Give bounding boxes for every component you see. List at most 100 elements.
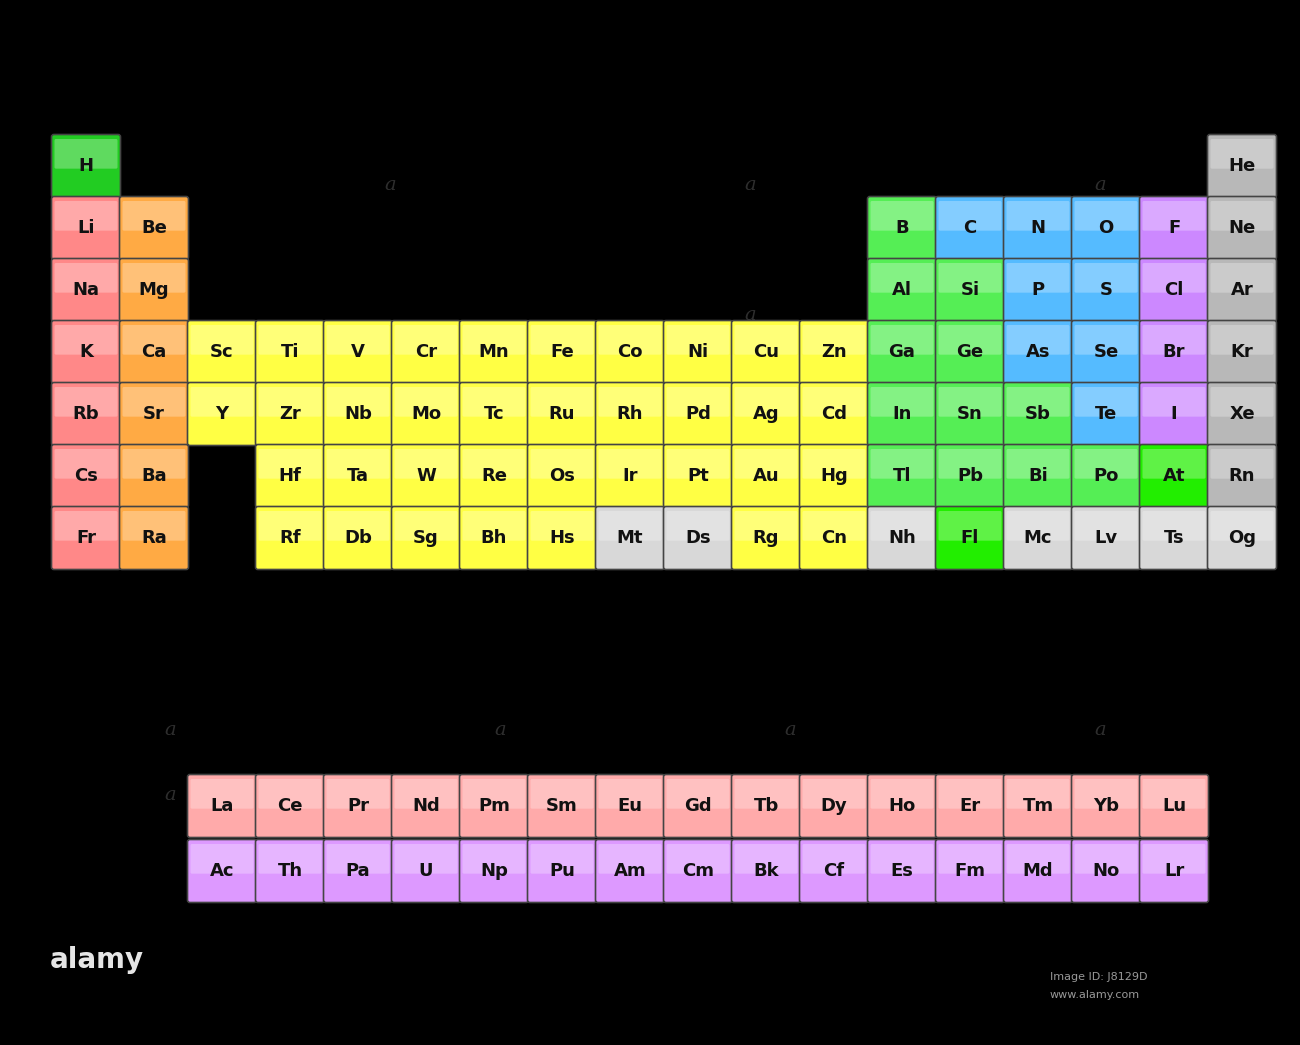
- FancyBboxPatch shape: [802, 511, 866, 540]
- FancyBboxPatch shape: [1004, 196, 1072, 259]
- FancyBboxPatch shape: [1071, 774, 1140, 837]
- FancyBboxPatch shape: [259, 387, 321, 417]
- Text: Cu: Cu: [753, 343, 779, 361]
- FancyBboxPatch shape: [871, 201, 933, 231]
- FancyBboxPatch shape: [55, 139, 117, 168]
- FancyBboxPatch shape: [1140, 258, 1209, 322]
- FancyBboxPatch shape: [598, 325, 662, 354]
- FancyBboxPatch shape: [530, 844, 594, 874]
- FancyBboxPatch shape: [867, 444, 936, 508]
- FancyBboxPatch shape: [459, 839, 529, 903]
- FancyBboxPatch shape: [463, 325, 525, 354]
- Text: Tc: Tc: [484, 405, 504, 423]
- FancyBboxPatch shape: [391, 321, 460, 384]
- FancyBboxPatch shape: [326, 387, 390, 417]
- Text: Pm: Pm: [478, 797, 510, 815]
- FancyBboxPatch shape: [732, 444, 801, 508]
- FancyBboxPatch shape: [1006, 201, 1070, 231]
- FancyBboxPatch shape: [1143, 325, 1205, 354]
- FancyBboxPatch shape: [1143, 449, 1205, 479]
- Text: Hf: Hf: [278, 467, 302, 485]
- FancyBboxPatch shape: [1075, 511, 1138, 540]
- Text: Sb: Sb: [1026, 405, 1050, 423]
- Text: Pd: Pd: [685, 405, 711, 423]
- FancyBboxPatch shape: [802, 449, 866, 479]
- FancyBboxPatch shape: [463, 387, 525, 417]
- FancyBboxPatch shape: [1071, 196, 1140, 259]
- FancyBboxPatch shape: [939, 263, 1001, 293]
- FancyBboxPatch shape: [939, 511, 1001, 540]
- FancyBboxPatch shape: [459, 774, 529, 837]
- FancyBboxPatch shape: [1075, 325, 1138, 354]
- FancyBboxPatch shape: [459, 321, 529, 384]
- FancyBboxPatch shape: [1210, 325, 1274, 354]
- FancyBboxPatch shape: [55, 325, 117, 354]
- Text: Xe: Xe: [1230, 405, 1254, 423]
- FancyBboxPatch shape: [802, 844, 866, 874]
- FancyBboxPatch shape: [939, 201, 1001, 231]
- Text: Nd: Nd: [412, 797, 439, 815]
- FancyBboxPatch shape: [256, 839, 325, 903]
- FancyBboxPatch shape: [324, 321, 393, 384]
- FancyBboxPatch shape: [1140, 382, 1209, 445]
- FancyBboxPatch shape: [1071, 839, 1140, 903]
- Text: Cl: Cl: [1165, 281, 1184, 299]
- FancyBboxPatch shape: [936, 196, 1005, 259]
- FancyBboxPatch shape: [528, 444, 597, 508]
- FancyBboxPatch shape: [326, 844, 390, 874]
- FancyBboxPatch shape: [734, 779, 797, 809]
- Text: Kr: Kr: [1231, 343, 1253, 361]
- FancyBboxPatch shape: [459, 382, 529, 445]
- Text: Ge: Ge: [957, 343, 984, 361]
- Text: Au: Au: [753, 467, 779, 485]
- FancyBboxPatch shape: [1140, 839, 1209, 903]
- FancyBboxPatch shape: [1143, 387, 1205, 417]
- FancyBboxPatch shape: [1143, 844, 1205, 874]
- Text: a: a: [55, 516, 66, 534]
- Text: Tb: Tb: [754, 797, 779, 815]
- Text: Bk: Bk: [753, 862, 779, 880]
- Text: Rb: Rb: [73, 405, 99, 423]
- Text: Ho: Ho: [888, 797, 915, 815]
- FancyBboxPatch shape: [1208, 196, 1277, 259]
- FancyBboxPatch shape: [1075, 449, 1138, 479]
- FancyBboxPatch shape: [939, 779, 1001, 809]
- Text: Zn: Zn: [822, 343, 846, 361]
- FancyBboxPatch shape: [734, 844, 797, 874]
- Text: Hg: Hg: [820, 467, 848, 485]
- Text: a: a: [494, 721, 506, 739]
- Text: Be: Be: [142, 219, 166, 237]
- FancyBboxPatch shape: [939, 387, 1001, 417]
- Text: O: O: [1098, 219, 1114, 237]
- FancyBboxPatch shape: [122, 201, 186, 231]
- FancyBboxPatch shape: [1004, 444, 1072, 508]
- FancyBboxPatch shape: [394, 511, 458, 540]
- Text: Bi: Bi: [1028, 467, 1048, 485]
- FancyBboxPatch shape: [1208, 135, 1277, 198]
- FancyBboxPatch shape: [463, 511, 525, 540]
- FancyBboxPatch shape: [187, 839, 256, 903]
- Text: Al: Al: [892, 281, 913, 299]
- FancyBboxPatch shape: [528, 382, 597, 445]
- Text: a: a: [55, 426, 66, 444]
- Text: Er: Er: [959, 797, 980, 815]
- Text: N: N: [1031, 219, 1045, 237]
- FancyBboxPatch shape: [324, 839, 393, 903]
- Text: Yb: Yb: [1093, 797, 1119, 815]
- FancyBboxPatch shape: [598, 844, 662, 874]
- FancyBboxPatch shape: [732, 382, 801, 445]
- FancyBboxPatch shape: [867, 321, 936, 384]
- Text: a: a: [164, 721, 176, 739]
- Text: www.alamy.com: www.alamy.com: [1050, 990, 1140, 1000]
- Text: Ds: Ds: [685, 529, 711, 547]
- FancyBboxPatch shape: [122, 387, 186, 417]
- FancyBboxPatch shape: [55, 511, 117, 540]
- Text: Rg: Rg: [753, 529, 779, 547]
- Text: Po: Po: [1093, 467, 1119, 485]
- FancyBboxPatch shape: [1208, 444, 1277, 508]
- FancyBboxPatch shape: [867, 839, 936, 903]
- FancyBboxPatch shape: [936, 774, 1005, 837]
- FancyBboxPatch shape: [595, 321, 664, 384]
- FancyBboxPatch shape: [1208, 507, 1277, 570]
- FancyBboxPatch shape: [871, 779, 933, 809]
